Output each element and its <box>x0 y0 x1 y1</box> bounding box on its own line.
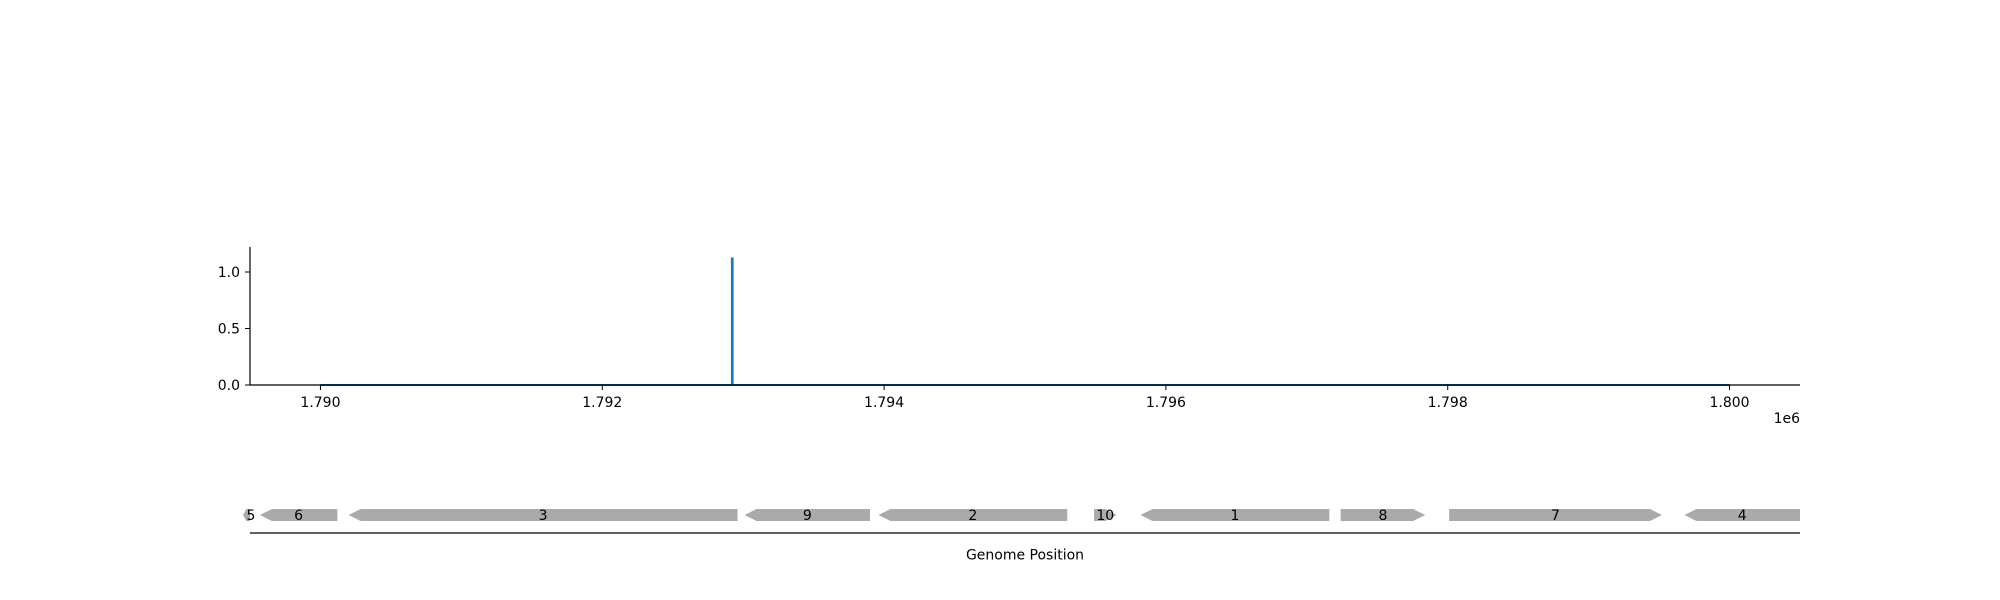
y-ticks-group: 0.0 0.5 1.0 <box>218 265 250 394</box>
x-tick-label: 1.790 <box>300 395 340 411</box>
y-tick-label: 0.0 <box>218 378 240 394</box>
gene-arrow-3 <box>348 509 738 521</box>
gene-label-10: 10 <box>1096 508 1114 524</box>
gene-arrow-7 <box>1449 509 1662 521</box>
gene-track: 5 6 3 9 2 10 1 8 7 4 Genome Position <box>242 508 1800 564</box>
x-tick-label: 1.796 <box>1146 395 1186 411</box>
x-tick-label: 1.800 <box>1709 395 1749 411</box>
x-tick-label: 1.792 <box>582 395 622 411</box>
gene-label-6: 6 <box>294 508 303 524</box>
gene-label-8: 8 <box>1378 508 1387 524</box>
gene-arrow-1 <box>1140 509 1330 521</box>
x-tick-label: 1.794 <box>864 395 904 411</box>
coverage-series-group <box>320 257 1730 386</box>
x-ticks-group: 1.790 1.792 1.794 1.796 1.798 1.800 <box>300 385 1750 411</box>
gene-label-4: 4 <box>1738 508 1747 524</box>
gene-arrow-8 <box>1340 509 1426 521</box>
gene-label-3: 3 <box>539 508 548 524</box>
gene-arrow-5 <box>242 509 250 521</box>
gene-label-9: 9 <box>803 508 812 524</box>
coverage-line-0 <box>320 257 1730 386</box>
gene-label-7: 7 <box>1551 508 1560 524</box>
gene-arrow-10 <box>1094 509 1117 521</box>
y-tick-label: 0.5 <box>218 322 240 338</box>
gene-track-x-axis-label: Genome Position <box>966 548 1084 564</box>
y-tick-label: 1.0 <box>218 265 240 281</box>
gene-arrow-9 <box>744 509 870 521</box>
gene-label-1: 1 <box>1230 508 1239 524</box>
gene-label-2: 2 <box>968 508 977 524</box>
coverage-plot: 1.790 1.792 1.794 1.796 1.798 1.800 0.0 0.5 1.0… <box>218 247 1800 427</box>
gene-arrow-4 <box>1684 509 1800 521</box>
gene-arrow-2 <box>878 509 1068 521</box>
x-axis-offset-label: 1e6 <box>1774 411 1801 427</box>
gene-arrows-group: 5 6 3 9 2 10 1 8 7 4 <box>242 508 1800 524</box>
x-tick-label: 1.798 <box>1428 395 1468 411</box>
gene-label-5: 5 <box>247 508 256 524</box>
gene-arrow-6 <box>259 509 338 521</box>
